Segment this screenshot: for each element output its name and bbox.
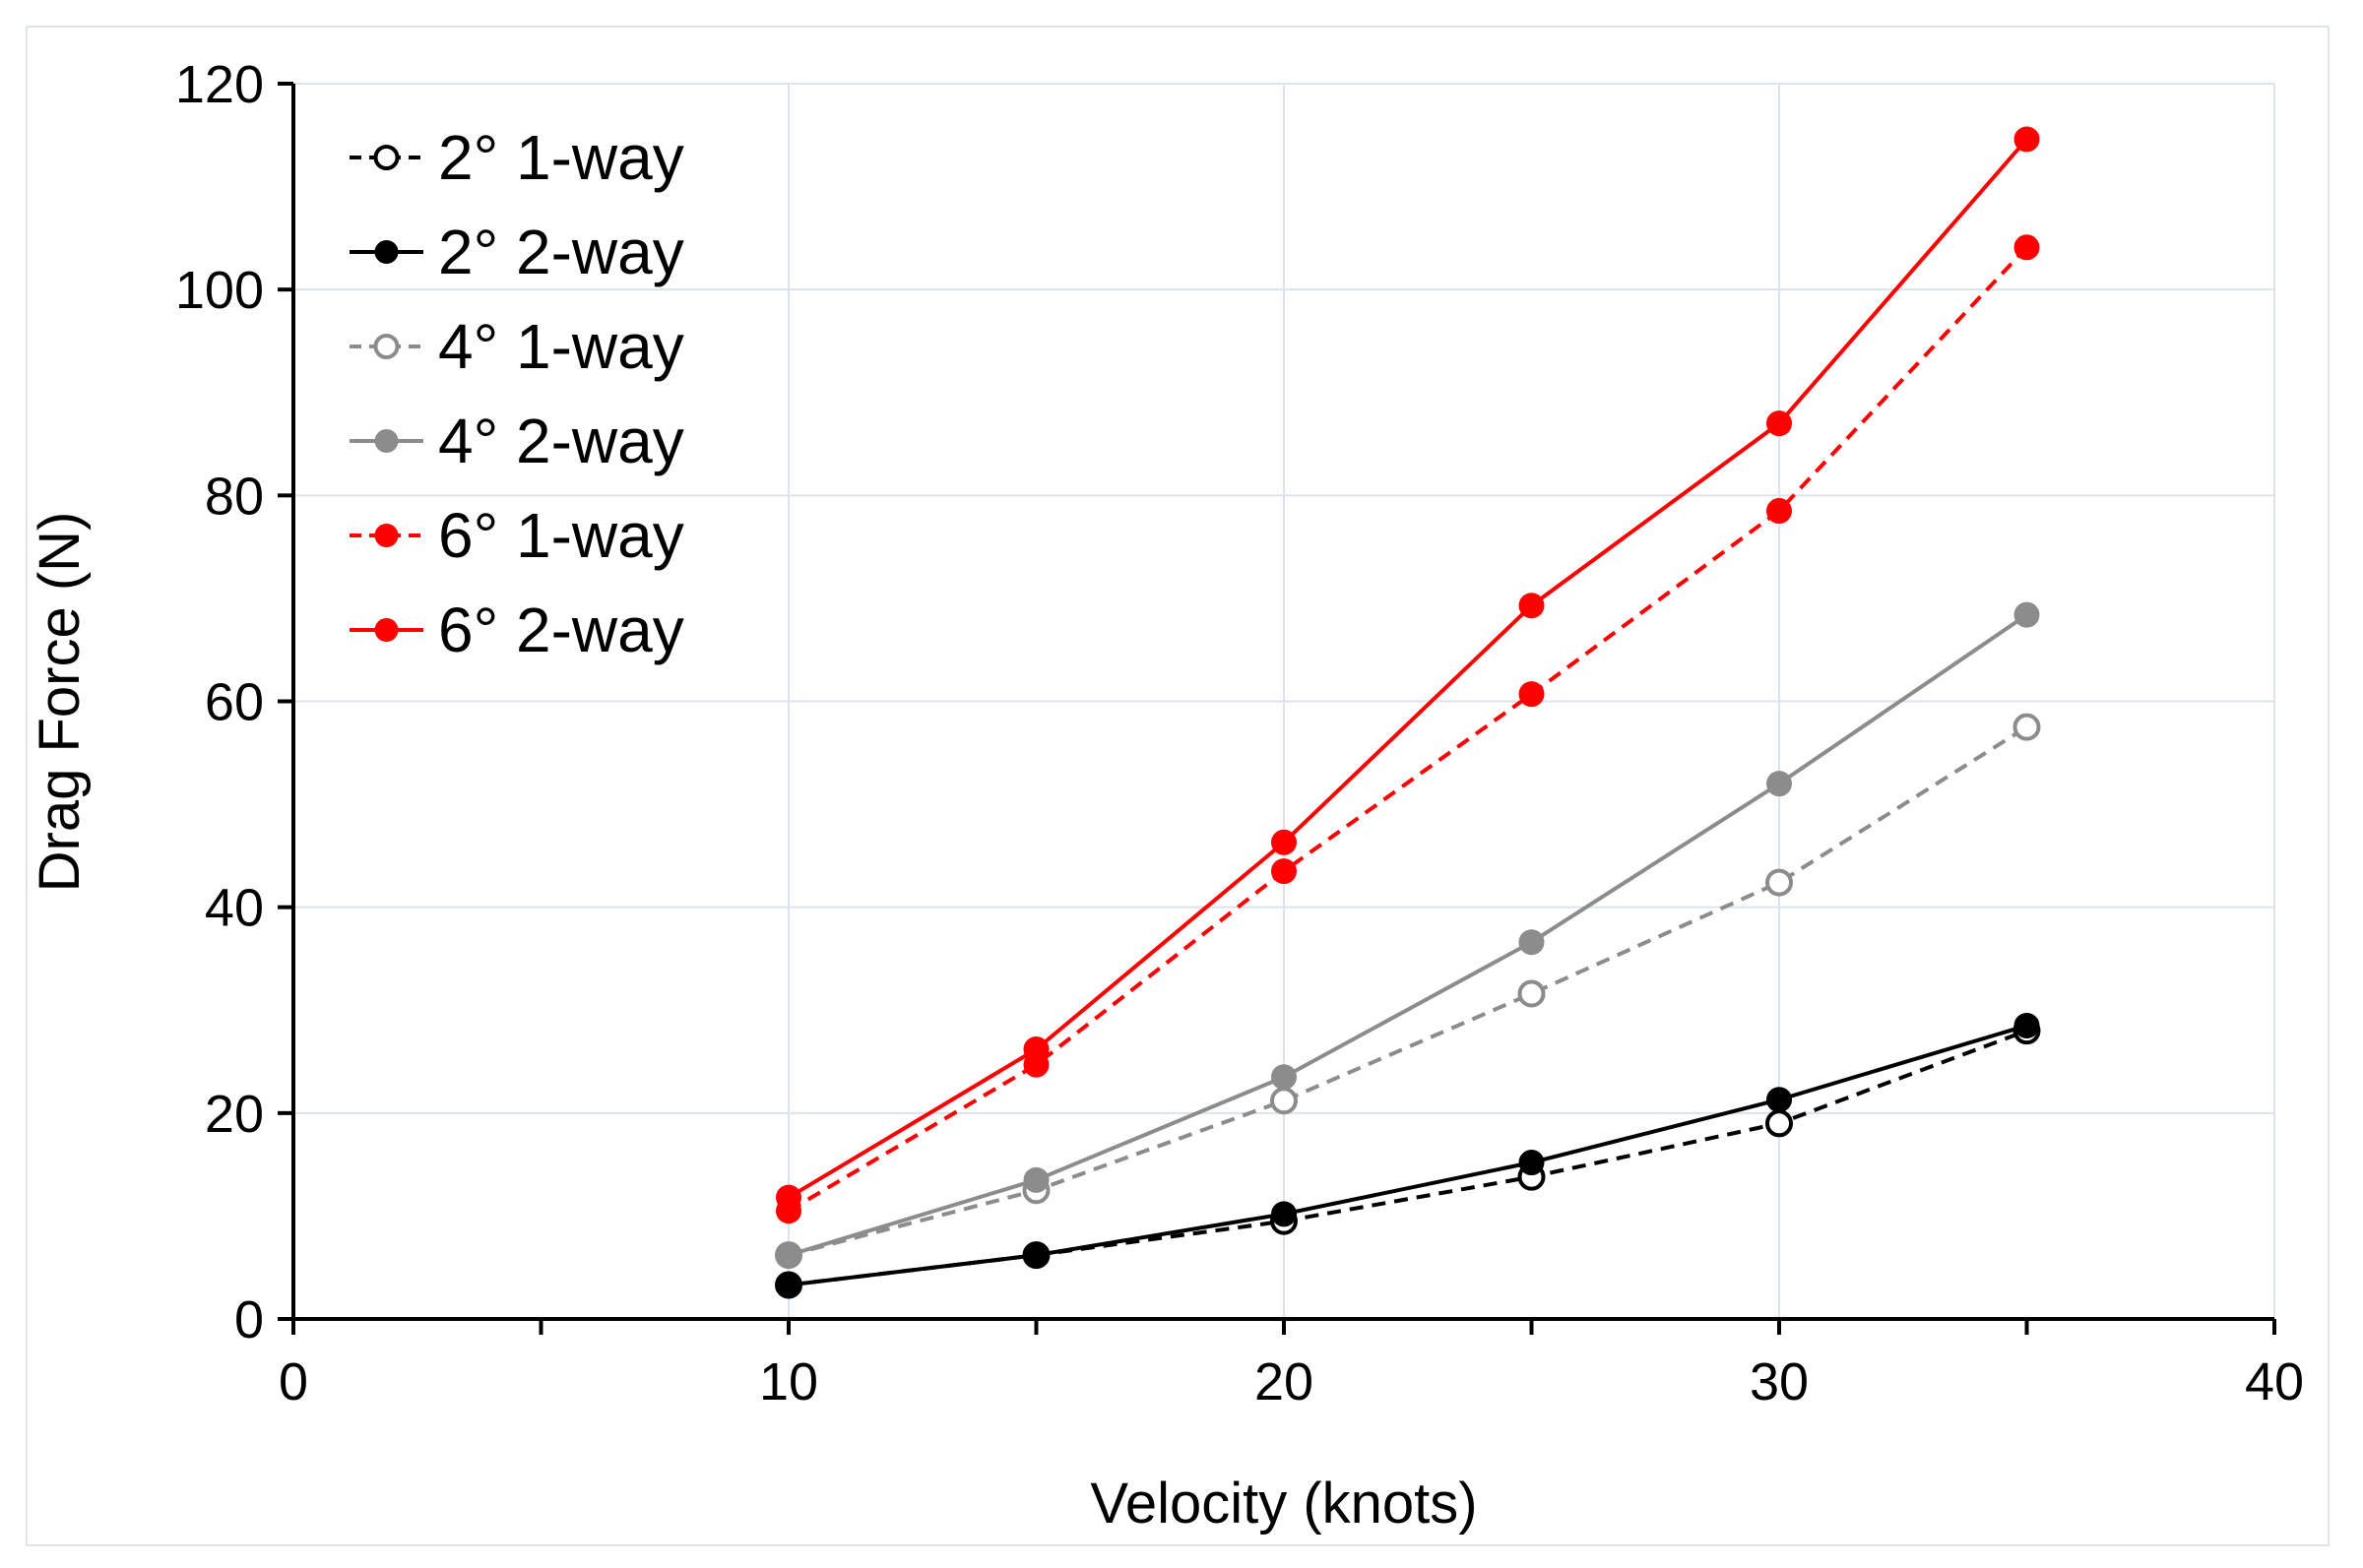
data-point [2013, 234, 2040, 261]
x-tick-label: 10 [759, 1352, 818, 1411]
chart-frame [26, 26, 2330, 1546]
series-line [787, 138, 2029, 1200]
data-point [1518, 929, 1545, 956]
y-tick-label: 100 [175, 261, 264, 320]
data-point [1766, 498, 1792, 525]
gridlines [293, 83, 2275, 1319]
y-tick-label: 80 [205, 467, 264, 526]
data-point [2013, 126, 2040, 153]
data-point [1271, 829, 1297, 855]
y-tick-label: 60 [205, 673, 264, 732]
series-line [788, 1029, 2028, 1287]
x-tick-label: 0 [279, 1352, 308, 1411]
data-point [1518, 1150, 1545, 1176]
data-point [776, 1272, 801, 1298]
legend-label: 4° 1-way [438, 311, 684, 382]
series-4 [776, 601, 2040, 1269]
data-point [1023, 1242, 1050, 1269]
x-tick-label: 20 [1254, 1352, 1313, 1411]
series-3 [775, 713, 2041, 1270]
y-tick-label: 20 [205, 1085, 264, 1144]
data-point [2012, 713, 2041, 741]
x-tick-label: 30 [1750, 1352, 1809, 1411]
legend-marker [373, 145, 400, 170]
legend-label: 2° 1-way [438, 122, 684, 193]
series-1 [775, 1017, 2041, 1299]
legend-label: 6° 2-way [438, 595, 684, 665]
series-group [775, 126, 2041, 1299]
data-point [1765, 868, 1793, 897]
data-point [776, 1184, 801, 1211]
legend-marker [374, 429, 399, 453]
legend-marker [373, 334, 400, 359]
data-point [2013, 1012, 2040, 1038]
legend-marker [374, 240, 399, 264]
legend-label: 4° 2-way [438, 406, 684, 476]
data-point [1271, 858, 1297, 885]
data-point [1517, 979, 1546, 1008]
data-point [1023, 1035, 1050, 1062]
data-point [1518, 681, 1545, 708]
data-point [1271, 1201, 1297, 1227]
data-point [1518, 593, 1545, 619]
series-line [788, 612, 2028, 1258]
data-point [1766, 771, 1792, 797]
legend-label: 6° 1-way [438, 500, 684, 571]
legend: 2° 1-way 2° 2-way 4° 1-way 4° 2-way 6° 1-way… [350, 122, 684, 665]
series-6 [776, 126, 2040, 1211]
axes [278, 82, 2276, 1335]
series-line [787, 245, 2028, 1213]
series-5 [776, 234, 2040, 1224]
tick-labels: 0 20 40 60 80 100 120 0 10 20 30 40 [175, 55, 2304, 1411]
series-line [788, 1024, 2028, 1287]
data-point [1270, 1087, 1298, 1115]
series-line [788, 724, 2028, 1258]
data-point [2013, 601, 2040, 628]
legend-label: 2° 2-way [438, 217, 684, 287]
data-point [1766, 410, 1792, 437]
x-tick-label: 40 [2245, 1352, 2304, 1411]
data-point [1271, 1064, 1297, 1091]
y-axis-title: Drag Force (N) [28, 512, 92, 893]
y-tick-label: 120 [175, 55, 264, 114]
x-axis-title: Velocity (knots) [1090, 1472, 1477, 1536]
data-point [1765, 1109, 1793, 1138]
data-point [1766, 1087, 1792, 1113]
series-2 [776, 1012, 2040, 1298]
legend-marker [374, 524, 399, 547]
data-point [1023, 1166, 1050, 1193]
legend-marker [374, 618, 399, 642]
y-tick-label: 40 [205, 879, 264, 938]
y-tick-label: 0 [234, 1290, 264, 1349]
data-point [776, 1242, 801, 1269]
